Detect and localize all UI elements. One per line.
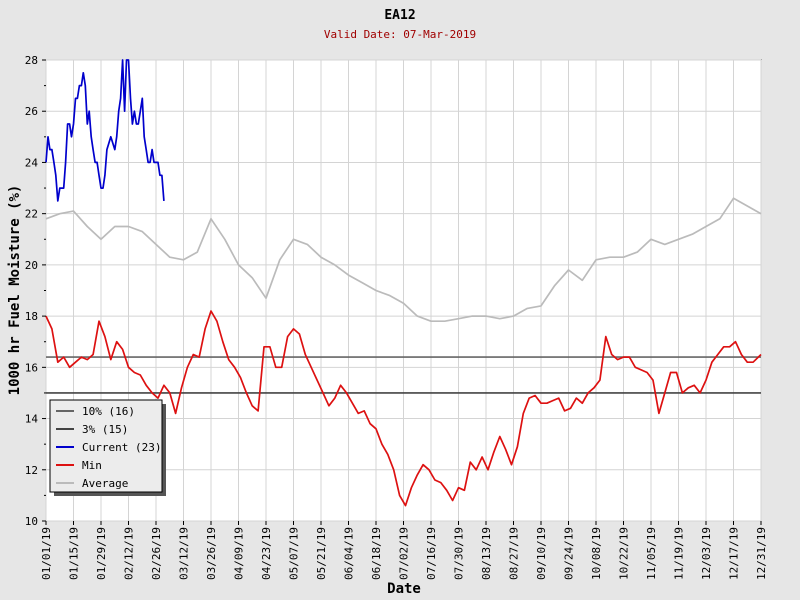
threshold-lines: [46, 356, 761, 394]
y-tick-label: 16: [25, 361, 38, 374]
legend-label: Average: [82, 477, 128, 490]
tick-labels: 10 12 14 16 18 20 22 24 26 28 01/01/19 01/15/19 01/2…: [25, 54, 768, 580]
x-tick-label: 03/26/19: [205, 527, 218, 580]
x-axis-title: Date: [387, 581, 421, 597]
chart-subtitle: Valid Date: 07-Mar-2019: [324, 28, 476, 41]
x-tick-label: 12/03/19: [700, 527, 713, 580]
y-tick-label: 10: [25, 515, 38, 528]
x-tick-label: 07/02/19: [398, 527, 411, 580]
x-tick-label: 04/09/19: [233, 527, 246, 580]
x-tick-label: 09/24/19: [563, 527, 576, 580]
y-tick-label: 14: [25, 413, 39, 426]
y-tick-label: 18: [25, 310, 38, 323]
y-tick-label: 26: [25, 105, 38, 118]
chart-title: EA12: [384, 8, 415, 23]
x-tick-label: 01/15/19: [68, 527, 81, 580]
series-layer: [45, 59, 762, 507]
legend-label: Min: [82, 459, 102, 472]
x-tick-label: 11/19/19: [673, 527, 686, 580]
x-tick-label: 06/04/19: [343, 527, 356, 580]
x-tick-label: 04/23/19: [260, 527, 273, 580]
x-tick-label: 12/31/19: [755, 527, 768, 580]
series-line-current: [45, 59, 165, 202]
legend-label: Current (23): [82, 441, 161, 454]
y-tick-label: 22: [25, 208, 38, 221]
y-tick-label: 28: [25, 54, 38, 67]
series-line-min: [45, 310, 762, 507]
y-tick-label: 20: [25, 259, 38, 272]
x-tick-label: 05/07/19: [288, 527, 301, 580]
x-tick-label: 01/29/19: [95, 527, 108, 580]
x-tick-label: 11/05/19: [645, 527, 658, 580]
x-tick-label: 01/01/19: [40, 527, 53, 580]
y-axis-title: 1000 hr Fuel Moisture (%): [7, 185, 23, 396]
x-tick-label: 10/22/19: [618, 527, 631, 580]
x-tick-label: 09/10/19: [535, 527, 548, 580]
x-tick-label: 07/16/19: [425, 527, 438, 580]
legend-label: 10% (16): [82, 405, 135, 418]
legend-label: 3% (15): [82, 423, 128, 436]
x-tick-label: 02/12/19: [123, 527, 136, 580]
grid-lines: [45, 59, 762, 522]
x-tick-label: 06/18/19: [370, 527, 383, 580]
x-tick-label: 10/08/19: [590, 527, 603, 580]
x-tick-label: 08/27/19: [508, 527, 521, 580]
x-tick-label: 05/21/19: [315, 527, 328, 580]
y-tick-label: 24: [25, 156, 39, 169]
x-tick-label: 02/26/19: [150, 527, 163, 580]
x-tick-label: 08/13/19: [480, 527, 493, 580]
x-tick-label: 07/30/19: [453, 527, 466, 580]
series-line-average: [45, 197, 762, 323]
x-tick-label: 12/17/19: [728, 527, 741, 580]
legend: 10% (16) 3% (15) Current (23) Min Average: [49, 399, 166, 496]
y-tick-label: 12: [25, 464, 38, 477]
x-tick-label: 03/12/19: [178, 527, 191, 580]
